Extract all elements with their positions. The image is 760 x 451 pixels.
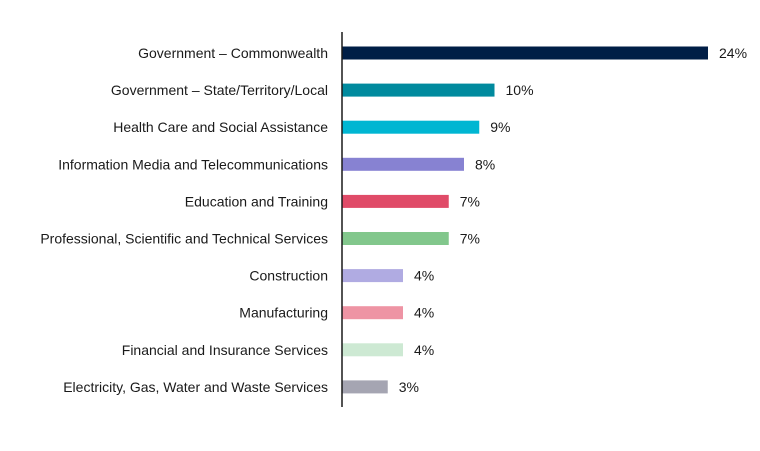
category-label: Health Care and Social Assistance — [113, 119, 328, 135]
bar — [342, 343, 403, 357]
bar — [342, 46, 708, 60]
data-label: 7% — [460, 231, 480, 247]
category-label: Government – Commonwealth — [138, 45, 328, 61]
data-label: 10% — [506, 82, 534, 98]
data-label: 9% — [490, 119, 510, 135]
bar — [342, 306, 403, 320]
data-label: 8% — [475, 156, 495, 172]
bar — [342, 232, 449, 245]
bar — [342, 120, 480, 134]
bar — [342, 194, 449, 208]
category-label: Electricity, Gas, Water and Waste Servic… — [63, 379, 328, 395]
bar — [342, 83, 495, 97]
data-label: 4% — [414, 305, 434, 321]
category-label: Construction — [249, 268, 328, 284]
category-label: Education and Training — [185, 193, 328, 209]
data-label: 24% — [719, 45, 747, 61]
data-label: 4% — [414, 268, 434, 284]
category-label: Information Media and Telecommunications — [58, 156, 328, 172]
data-label: 3% — [399, 379, 419, 395]
category-label: Government – State/Territory/Local — [111, 82, 328, 98]
category-label: Manufacturing — [239, 305, 328, 321]
bar — [342, 157, 464, 171]
bar — [342, 269, 403, 283]
data-label: 7% — [460, 193, 480, 209]
bar — [342, 380, 388, 394]
category-label: Financial and Insurance Services — [122, 342, 328, 358]
data-label: 4% — [414, 342, 434, 358]
category-label: Professional, Scientific and Technical S… — [40, 231, 328, 247]
